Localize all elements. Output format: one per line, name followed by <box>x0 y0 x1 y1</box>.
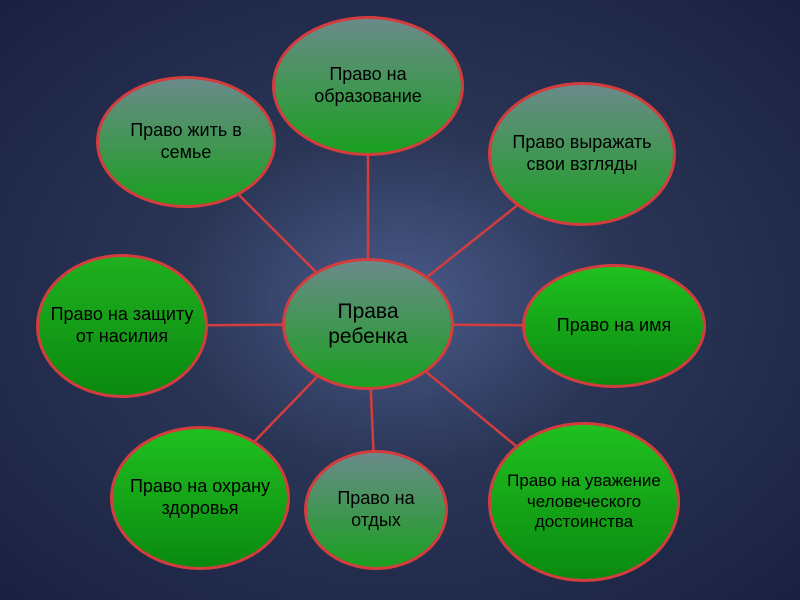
node-label: Права ребенка <box>295 299 441 349</box>
connector <box>255 377 317 441</box>
connector <box>454 325 522 326</box>
node-health: Право на охрану здоровья <box>110 426 290 570</box>
node-violence: Право на защиту от насилия <box>36 254 208 398</box>
node-rest: Право на отдых <box>304 450 448 570</box>
node-label: Право на защиту от насилия <box>49 304 195 347</box>
connector <box>427 372 516 445</box>
node-label: Право на охрану здоровья <box>123 476 277 519</box>
node-label: Право на уважение человеческого достоинс… <box>501 471 667 532</box>
node-express: Право выражать свои взгляды <box>488 82 676 226</box>
connector <box>371 390 374 450</box>
node-education: Право на образование <box>272 16 464 156</box>
connector <box>428 206 517 277</box>
node-dignity: Право на уважение человеческого достоинс… <box>488 422 680 582</box>
node-label: Право на отдых <box>317 488 435 531</box>
node-name: Право на имя <box>522 264 706 388</box>
node-label: Право выражать свои взгляды <box>501 132 663 175</box>
connector <box>239 195 315 271</box>
node-label: Право на имя <box>557 315 671 337</box>
node-family: Право жить в семье <box>96 76 276 208</box>
center-node: Права ребенка <box>282 258 454 390</box>
connector <box>208 325 282 326</box>
node-label: Право жить в семье <box>109 120 263 163</box>
node-label: Право на образование <box>285 64 451 107</box>
